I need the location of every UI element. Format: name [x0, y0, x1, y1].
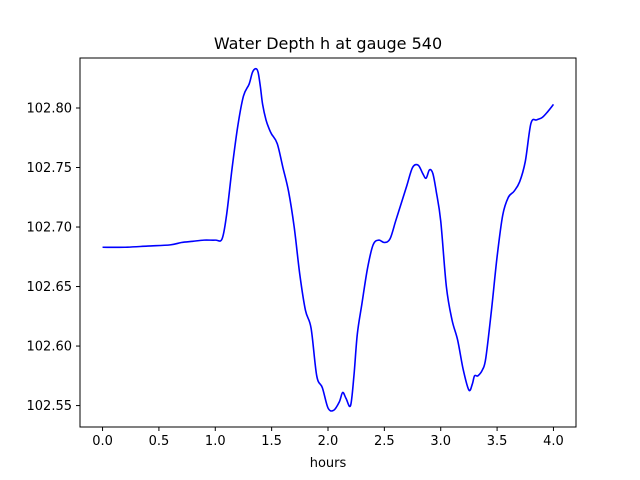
y-tick-label: 102.60 [27, 340, 73, 355]
axes-frame [79, 57, 577, 428]
x-tick-label: 2.0 [318, 434, 339, 449]
x-tick-label: 3.0 [430, 434, 451, 449]
y-tick-label: 102.65 [27, 280, 73, 295]
chart-title: Water Depth h at gauge 540 [214, 34, 442, 53]
x-tick-label: 1.0 [205, 434, 226, 449]
y-tick-label: 102.55 [27, 399, 73, 414]
y-tick-label: 102.75 [27, 161, 73, 176]
x-axis-ticks: 0.0 0.5 1.0 1.5 2.0 2.5 3.0 3.5 4.0 [92, 427, 564, 449]
x-tick-label: 2.5 [374, 434, 395, 449]
series-line-water-depth [102, 67, 555, 412]
x-tick-label: 4.0 [543, 434, 564, 449]
y-tick-label: 102.80 [27, 101, 73, 116]
x-tick-label: 3.5 [487, 434, 508, 449]
x-axis-label: hours [310, 456, 347, 471]
y-axis-ticks: 102.55 102.60 102.65 102.70 102.75 102.80 [27, 101, 80, 414]
x-tick-label: 1.5 [261, 434, 282, 449]
y-tick-label: 102.70 [27, 221, 73, 236]
plot-area [102, 67, 555, 412]
x-tick-label: 0.0 [92, 434, 113, 449]
x-tick-label: 0.5 [149, 434, 170, 449]
